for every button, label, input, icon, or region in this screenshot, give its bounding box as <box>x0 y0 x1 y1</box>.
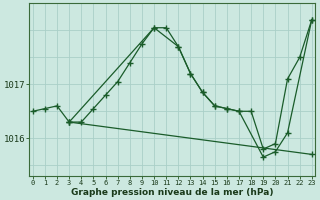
X-axis label: Graphe pression niveau de la mer (hPa): Graphe pression niveau de la mer (hPa) <box>71 188 274 197</box>
